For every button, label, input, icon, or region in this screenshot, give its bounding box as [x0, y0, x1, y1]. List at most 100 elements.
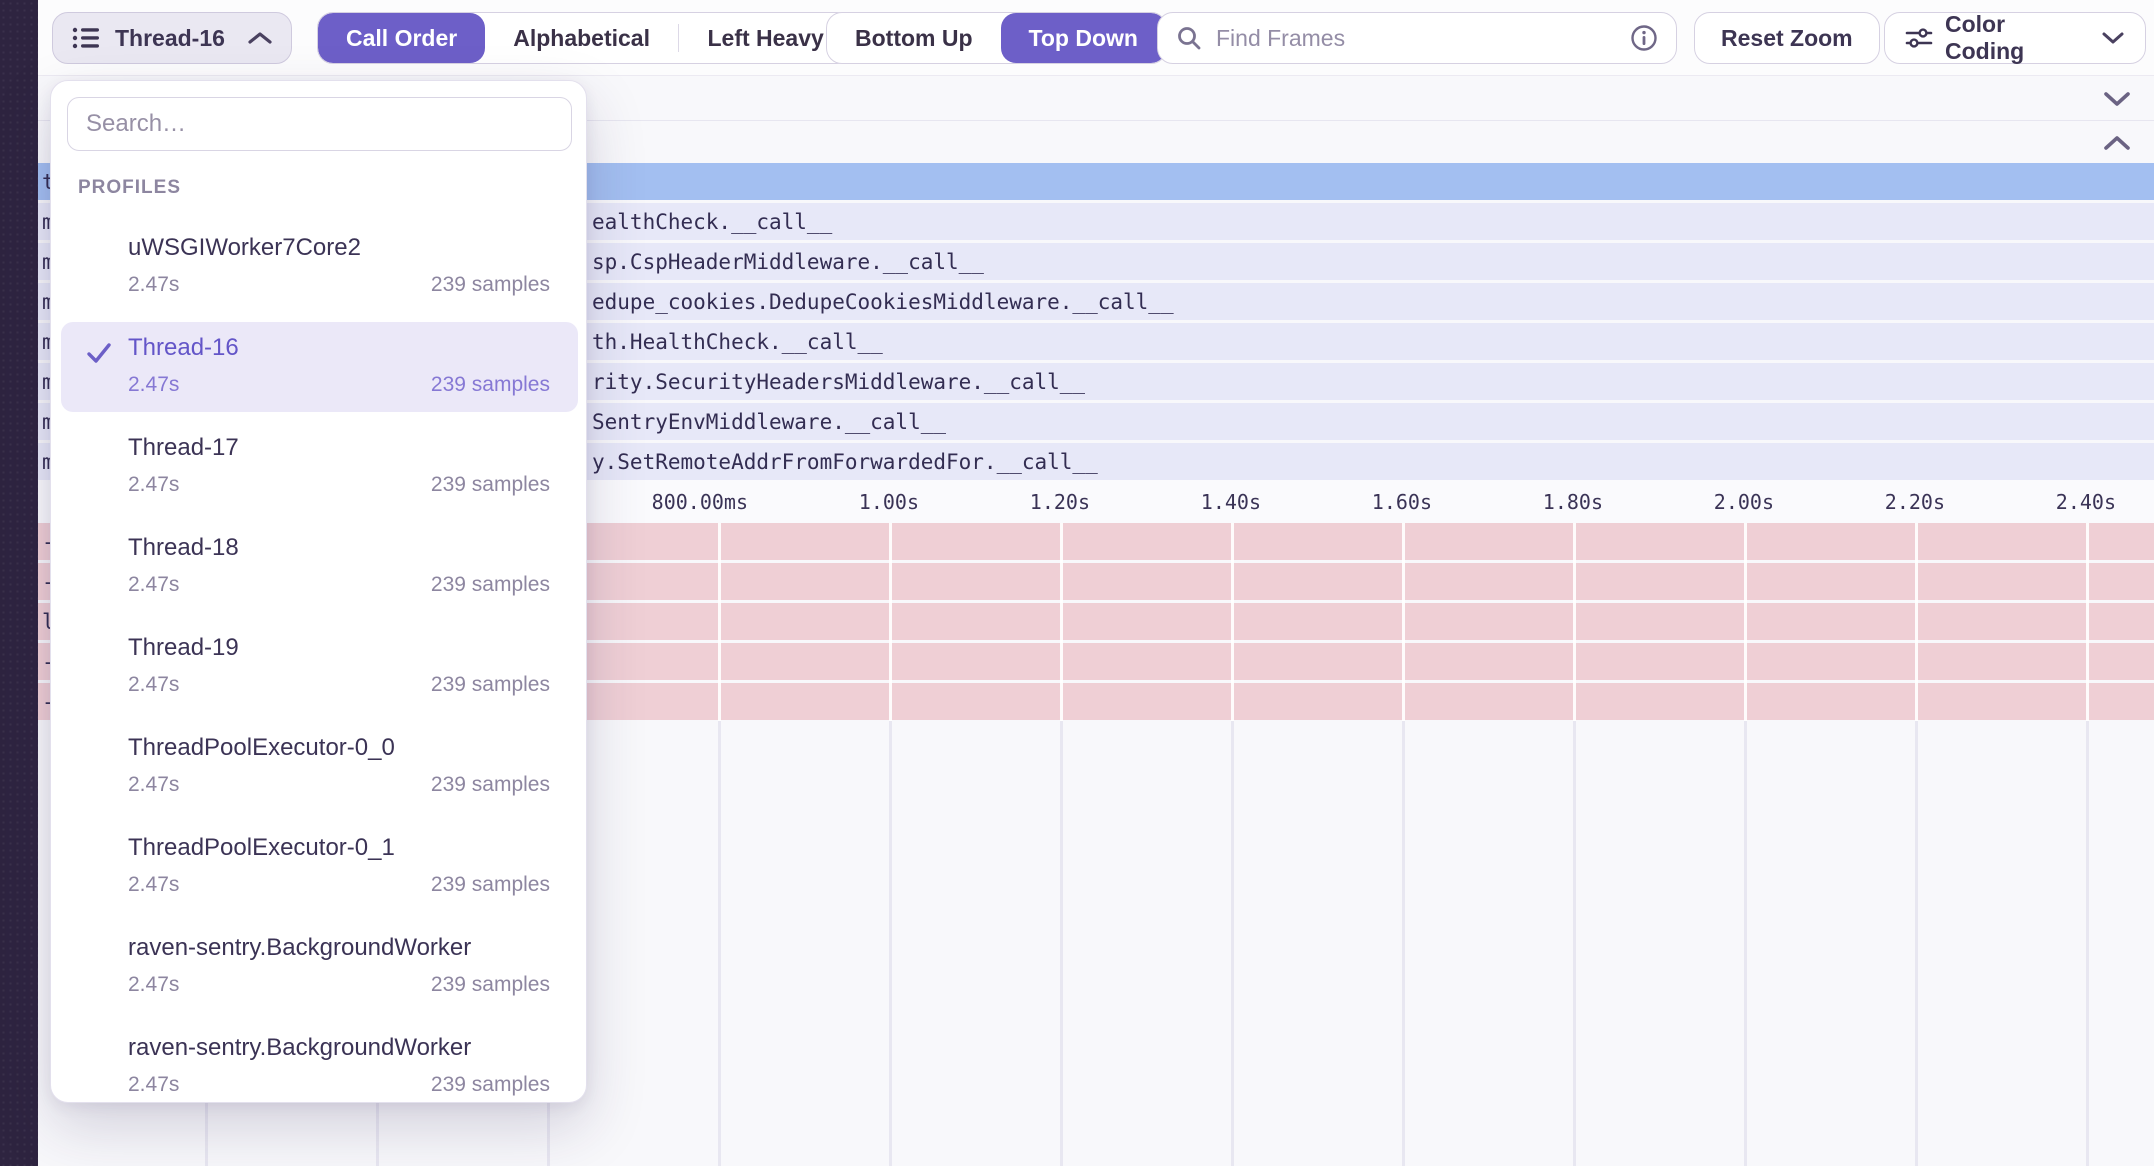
profile-item-thread-16[interactable]: Thread-16 2.47s 239 samples: [51, 317, 588, 417]
frame-label: rity.SecurityHeadersMiddleware.__call__: [592, 370, 1086, 394]
profile-samples: 239 samples: [430, 473, 550, 496]
gridline: [889, 523, 892, 721]
profile-name: Thread-16: [128, 334, 239, 361]
tab-top-down[interactable]: Top Down: [1000, 13, 1166, 63]
frame-label: SentryEnvMiddleware.__call__: [592, 410, 947, 434]
axis-tick-label: 1.80s: [1542, 490, 1603, 514]
axis-tick-label: 2.20s: [1884, 490, 1945, 514]
profile-duration: 2.47s: [128, 873, 180, 896]
profiles-dropdown: PROFILES uWSGIWorker7Core2 2.47s 239 samp…: [50, 80, 587, 1103]
profile-duration: 2.47s: [128, 673, 180, 696]
profile-duration: 2.47s: [128, 373, 180, 396]
info-icon[interactable]: [1630, 24, 1658, 52]
axis-tick-label: 2.40s: [2055, 490, 2116, 514]
find-frames-input[interactable]: [1216, 24, 1616, 52]
dropdown-search-field[interactable]: [67, 97, 572, 151]
profile-name: uWSGIWorker7Core2: [128, 234, 361, 261]
frame-label: edupe_cookies.DedupeCookiesMiddleware.__…: [592, 290, 1174, 314]
color-coding-label: Color Coding: [1945, 11, 2025, 64]
gridline: [889, 721, 892, 1166]
profile-name: Thread-17: [128, 434, 239, 461]
divider: [677, 24, 680, 52]
axis-tick-label: 800.00ms: [651, 490, 748, 514]
tab-bottom-up[interactable]: Bottom Up: [855, 24, 973, 51]
app-sidebar-strip: [0, 0, 38, 1166]
direction-segmented-control: Bottom Up Top Down: [826, 12, 1167, 64]
color-coding-button[interactable]: Color Coding: [1884, 11, 2146, 64]
profile-samples: 239 samples: [430, 1073, 550, 1096]
profile-duration: 2.47s: [128, 973, 180, 996]
profile-samples: 239 samples: [430, 773, 550, 796]
gridline: [2086, 721, 2089, 1166]
tab-call-order[interactable]: Call Order: [318, 13, 486, 63]
profiles-section-label: PROFILES: [78, 177, 182, 198]
profile-name: ThreadPoolExecutor-0_1: [128, 834, 395, 861]
chevron-down-icon: [2101, 31, 2125, 46]
gridline: [1744, 721, 1747, 1166]
axis-tick-label: 1.60s: [1371, 490, 1432, 514]
gridline: [2086, 523, 2089, 721]
axis-tick-label: 1.00s: [858, 490, 919, 514]
gridline: [1915, 523, 1918, 721]
gridline: [1573, 721, 1576, 1166]
gridline: [718, 523, 721, 721]
reset-zoom-button[interactable]: Reset Zoom: [1694, 12, 1880, 64]
profile-item-raven-sentry-backgroundworker-2[interactable]: raven-sentry.BackgroundWorker 2.47s 239 s…: [51, 1017, 588, 1117]
axis-tick-label: 2.00s: [1713, 490, 1774, 514]
gridline: [718, 721, 721, 1166]
reset-zoom-label: Reset Zoom: [1721, 24, 1853, 51]
profile-duration: 2.47s: [128, 573, 180, 596]
profile-name: raven-sentry.BackgroundWorker: [128, 1034, 472, 1061]
profile-duration: 2.47s: [128, 1073, 180, 1096]
profile-item-thread-19[interactable]: Thread-19 2.47s 239 samples: [51, 617, 588, 717]
profile-duration: 2.47s: [128, 773, 180, 796]
profile-item-thread-17[interactable]: Thread-17 2.47s 239 samples: [51, 417, 588, 517]
toolbar: Thread-16 Call Order Alphabetical Left H…: [38, 0, 2154, 76]
gridline: [1060, 721, 1063, 1166]
gridline: [1744, 523, 1747, 721]
gridline: [1231, 523, 1234, 721]
profile-samples: 239 samples: [430, 273, 550, 296]
profile-samples: 239 samples: [430, 873, 550, 896]
dropdown-search-input[interactable]: [86, 110, 553, 138]
gridline: [1231, 721, 1234, 1166]
axis-tick-label: 1.20s: [1029, 490, 1090, 514]
profiles-list-icon: [71, 24, 101, 52]
profile-item-thread-18[interactable]: Thread-18 2.47s 239 samples: [51, 517, 588, 617]
search-icon: [1176, 25, 1202, 51]
frame-label: sp.CspHeaderMiddleware.__call__: [592, 250, 984, 274]
profile-name: Thread-18: [128, 534, 239, 561]
frame-label: th.HealthCheck.__call__: [592, 330, 883, 354]
gridline: [1060, 523, 1063, 721]
sort-order-segmented-control: Call Order Alphabetical Left Heavy: [317, 12, 853, 64]
profile-samples: 239 samples: [430, 673, 550, 696]
axis-tick-label: 1.40s: [1200, 490, 1261, 514]
gridline: [1402, 721, 1405, 1166]
gridline: [1402, 523, 1405, 721]
frame-label: y.SetRemoteAddrFromForwardedFor.__call__: [592, 450, 1098, 474]
profile-name: Thread-19: [128, 634, 239, 661]
tab-alphabetical[interactable]: Alphabetical: [513, 24, 650, 51]
profile-duration: 2.47s: [128, 273, 180, 296]
profile-duration: 2.47s: [128, 473, 180, 496]
chevron-up-icon: [247, 30, 273, 46]
profile-name: raven-sentry.BackgroundWorker: [128, 934, 472, 961]
chevron-down-icon[interactable]: [2102, 90, 2132, 108]
profile-samples: 239 samples: [430, 373, 550, 396]
profile-item-raven-sentry-backgroundworker-1[interactable]: raven-sentry.BackgroundWorker 2.47s 239 s…: [51, 917, 588, 1017]
gridline: [1573, 523, 1576, 721]
check-icon: [85, 339, 113, 367]
profile-item-uwsgiworker7core2[interactable]: uWSGIWorker7Core2 2.47s 239 samples: [51, 217, 588, 317]
thread-selector-label: Thread-16: [115, 24, 225, 51]
thread-selector-button[interactable]: Thread-16: [52, 12, 292, 64]
frame-label: ealthCheck.__call__: [592, 210, 833, 234]
profile-item-threadpoolexecutor-0-0[interactable]: ThreadPoolExecutor-0_0 2.47s 239 samples: [51, 717, 588, 817]
find-frames-field[interactable]: [1157, 12, 1677, 64]
profile-item-threadpoolexecutor-0-1[interactable]: ThreadPoolExecutor-0_1 2.47s 239 samples: [51, 817, 588, 917]
profile-samples: 239 samples: [430, 573, 550, 596]
sliders-icon: [1905, 25, 1933, 51]
tab-left-heavy[interactable]: Left Heavy: [707, 24, 824, 51]
profile-samples: 239 samples: [430, 973, 550, 996]
chevron-up-icon[interactable]: [2102, 134, 2132, 152]
gridline: [1915, 721, 1918, 1166]
